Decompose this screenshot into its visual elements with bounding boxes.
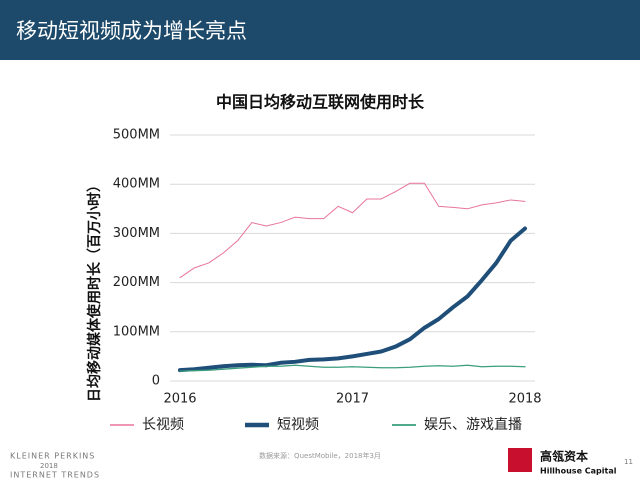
brand: KLEINER PERKINS: [10, 452, 95, 461]
y-tick-label: 200MM: [113, 275, 160, 290]
logo-en: Hillhouse Capital: [540, 467, 617, 476]
brand: 2018: [40, 462, 58, 470]
legend-label: 长视频: [142, 417, 184, 433]
x-tick-label: 2017: [336, 392, 369, 407]
legend-label: 短视频: [277, 417, 319, 433]
logo-mark: [508, 448, 532, 472]
legend-label: 娱乐、游戏直播: [424, 416, 522, 433]
chart-title: 中国日均移动互联网使用时长: [216, 93, 425, 112]
y-tick-label: 500MM: [113, 128, 160, 143]
logo-cn: 高瓴资本: [540, 449, 588, 464]
page-number: 11: [624, 458, 633, 466]
y-tick-label: 300MM: [113, 226, 160, 241]
slide-title: 移动短视频成为增长亮点: [16, 19, 247, 43]
brand: INTERNET TRENDS: [10, 471, 100, 480]
source: 数据来源：QuestMobile，2018年3月: [259, 451, 381, 460]
x-tick-label: 2016: [163, 392, 196, 407]
header-bar: [0, 0, 640, 60]
series-line: [179, 364, 526, 372]
y-tick-label: 100MM: [113, 324, 160, 339]
y-tick-label: 0: [152, 374, 160, 389]
series-line: [179, 182, 526, 279]
y-axis-title: 日均移动媒体使用时长（百万小时）: [86, 178, 103, 402]
series-line: [178, 226, 527, 373]
x-tick-label: 2018: [508, 392, 541, 407]
y-tick-label: 400MM: [113, 177, 160, 192]
